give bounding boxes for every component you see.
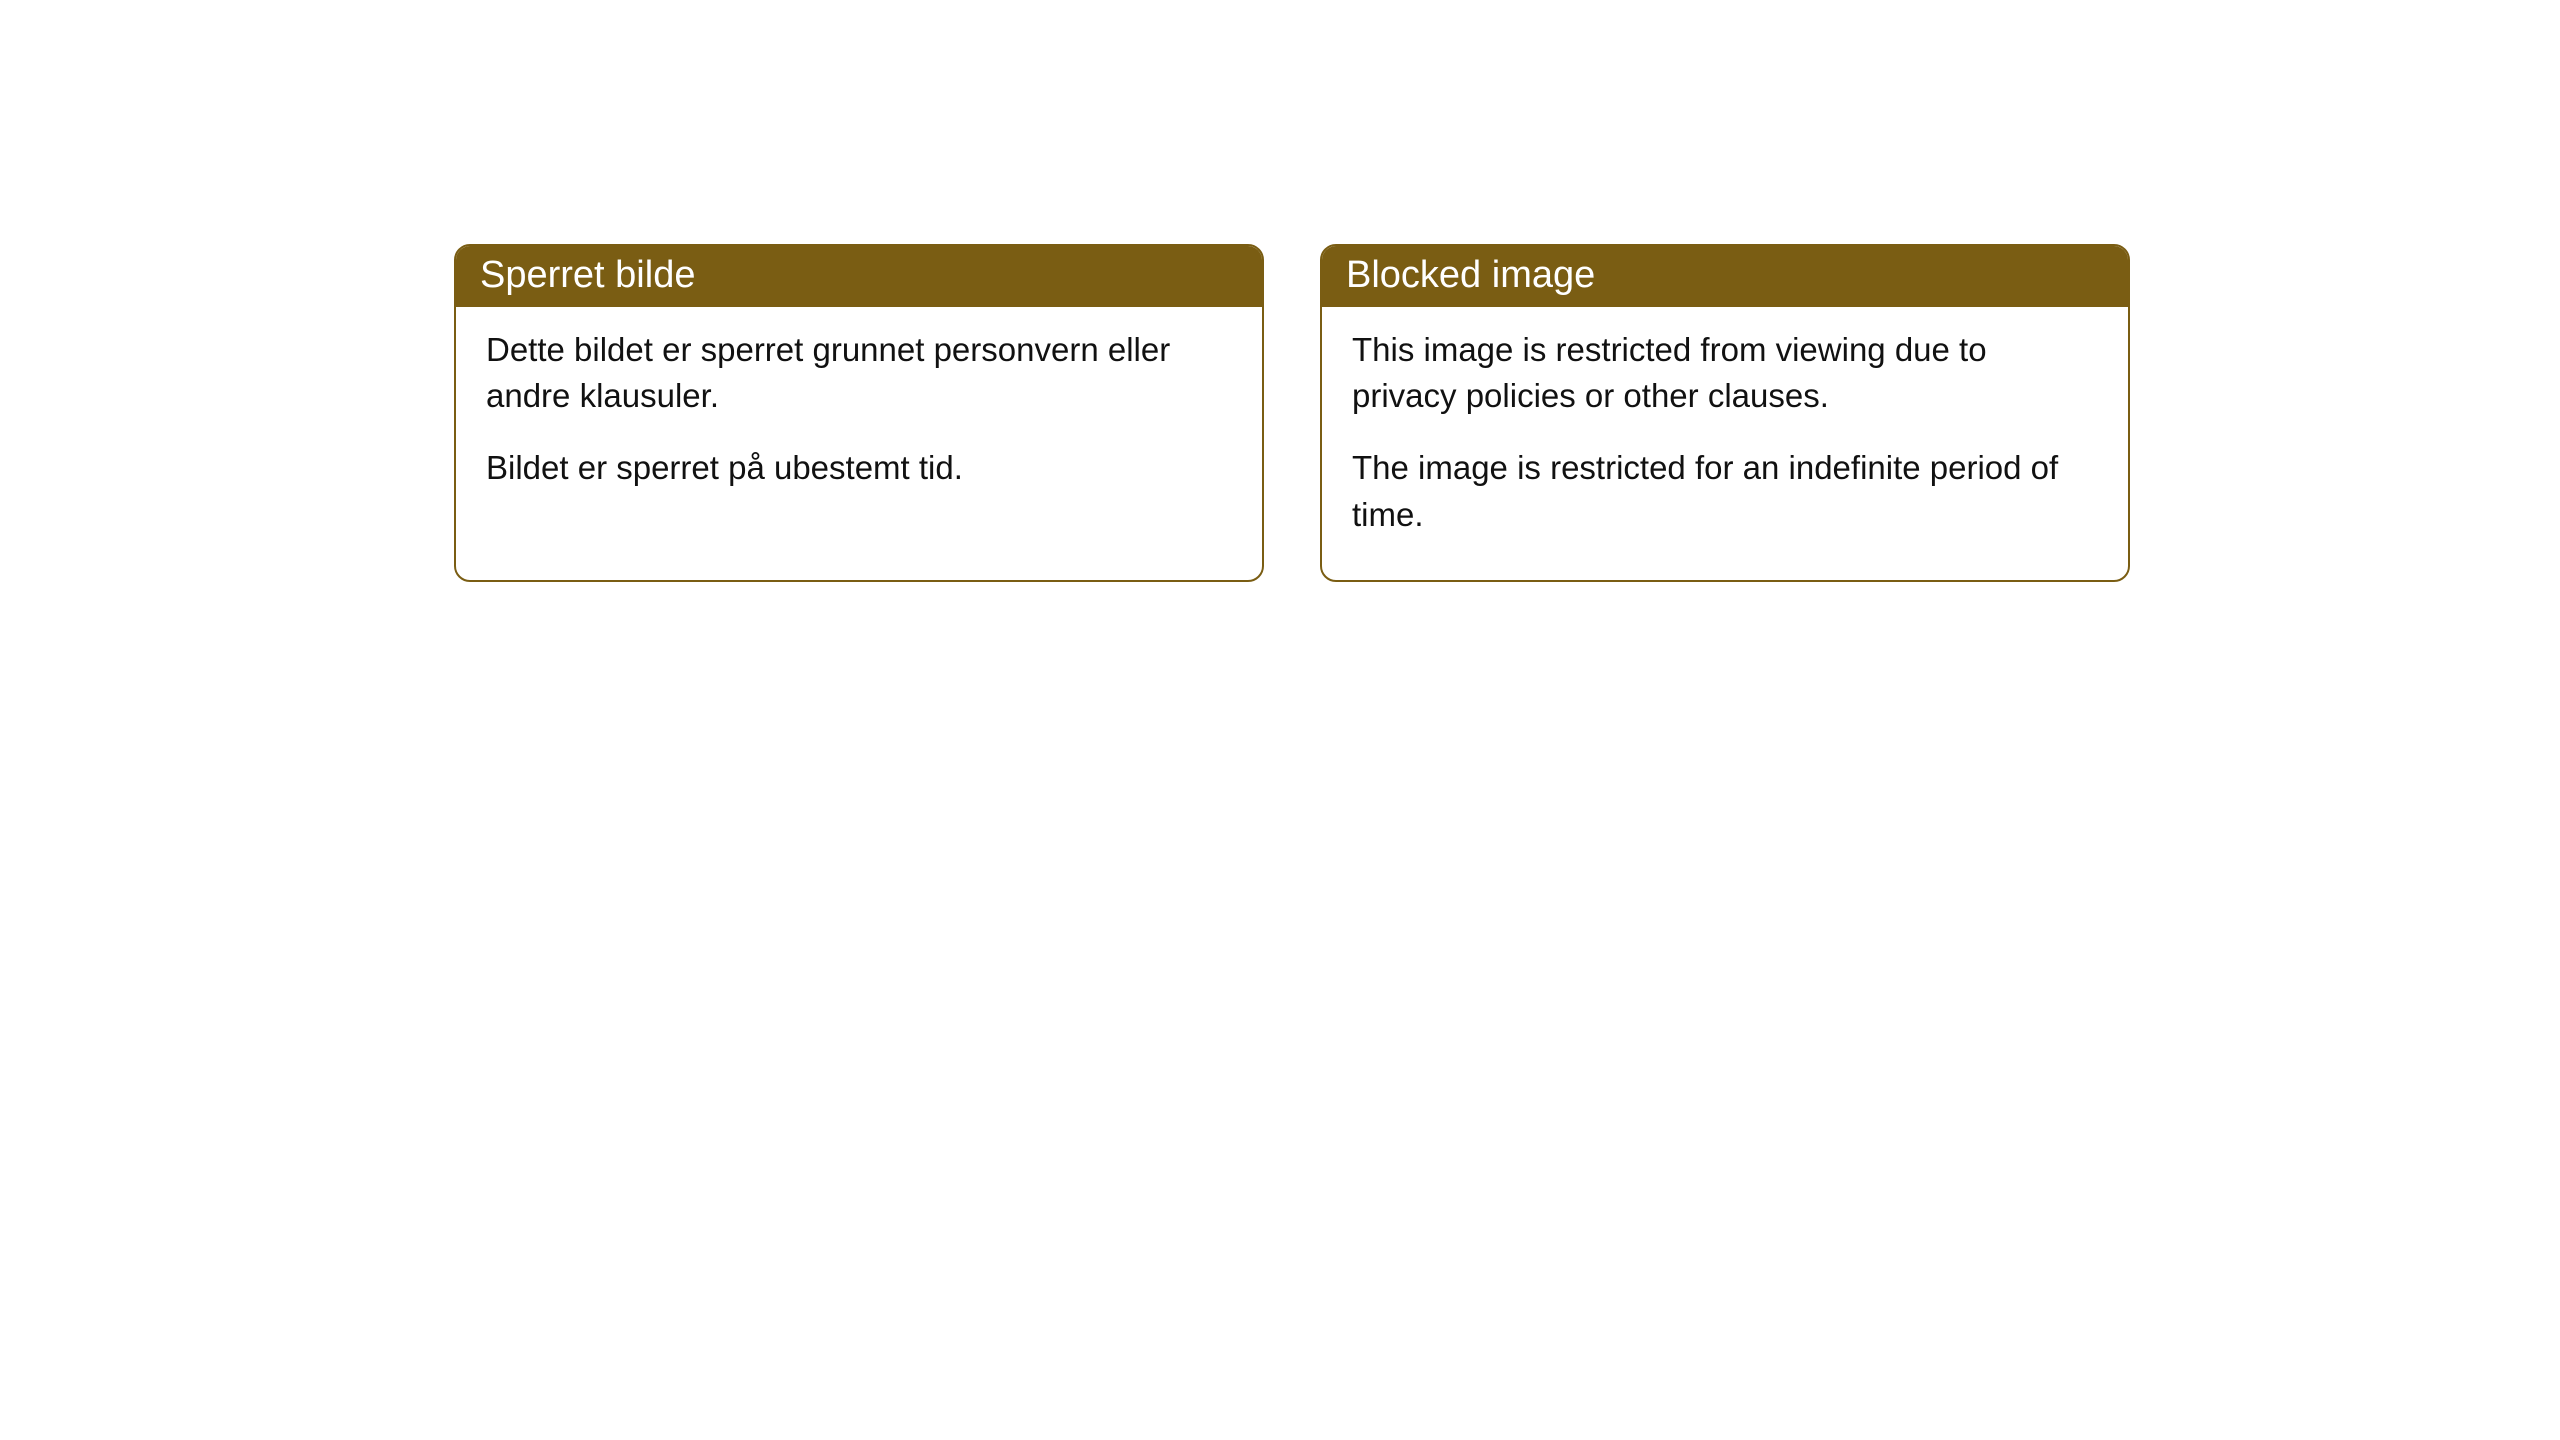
notice-card-english: Blocked image This image is restricted f… — [1320, 244, 2130, 582]
card-paragraph: Bildet er sperret på ubestemt tid. — [486, 445, 1232, 491]
card-paragraph: Dette bildet er sperret grunnet personve… — [486, 327, 1232, 419]
card-paragraph: The image is restricted for an indefinit… — [1352, 445, 2098, 537]
card-header: Blocked image — [1322, 246, 2128, 307]
card-header: Sperret bilde — [456, 246, 1262, 307]
card-title: Blocked image — [1346, 254, 1595, 296]
card-paragraph: This image is restricted from viewing du… — [1352, 327, 2098, 419]
card-title: Sperret bilde — [480, 254, 695, 296]
notice-card-norwegian: Sperret bilde Dette bildet er sperret gr… — [454, 244, 1264, 582]
card-body: Dette bildet er sperret grunnet personve… — [456, 307, 1262, 534]
notice-cards-container: Sperret bilde Dette bildet er sperret gr… — [454, 244, 2560, 582]
card-body: This image is restricted from viewing du… — [1322, 307, 2128, 580]
